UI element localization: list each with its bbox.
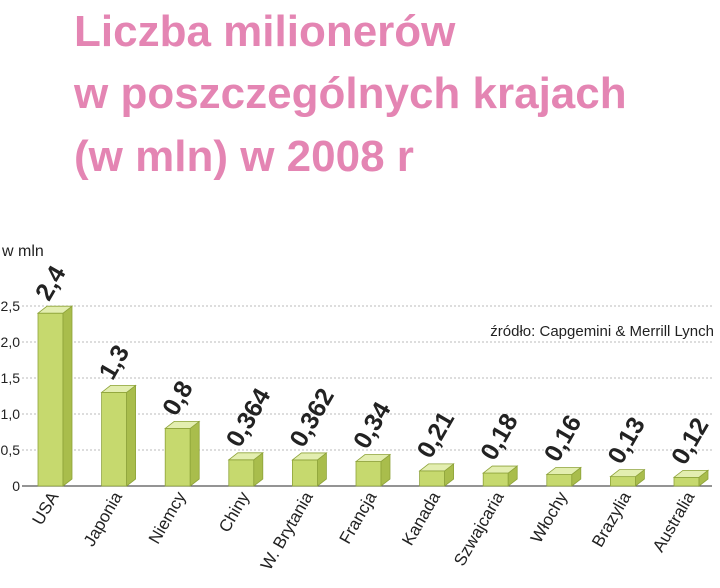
source: źródło: Capgemini & Merrill Lynch	[490, 323, 714, 340]
x-tick-label: Niemcy	[145, 488, 190, 547]
bar	[100, 384, 137, 487]
x-tick-label: Francja	[336, 488, 381, 547]
y-tick-label: 1,5	[1, 370, 21, 386]
value-label: 0,12	[666, 413, 715, 469]
chart-title: w poszczególnych krajach	[73, 69, 627, 118]
y-tick-label: 1,0	[1, 406, 21, 422]
bar	[291, 452, 328, 487]
x-tick-label: Japonia	[80, 488, 127, 550]
bar	[164, 420, 201, 487]
bar	[227, 451, 264, 487]
x-tick-label: Szwajcaria	[450, 488, 508, 569]
value-label: 0,34	[348, 397, 397, 453]
bar	[418, 463, 455, 487]
chart-title: Liczba milionerów	[74, 7, 456, 56]
value-label: 0,13	[602, 412, 651, 468]
x-tick-label: Włochy	[527, 488, 572, 546]
value-label: 0,16	[539, 410, 588, 466]
x-tick-label: Australia	[649, 488, 699, 555]
value-label: 0,362	[284, 384, 340, 452]
y-tick-label: 0	[12, 478, 20, 494]
x-tick-label: Kanada	[398, 488, 444, 549]
value-label: 0,364	[221, 384, 277, 452]
bar	[354, 453, 392, 487]
y-axis-label: w mln	[1, 243, 44, 260]
y-tick-label: 2,5	[1, 298, 21, 314]
value-label: 0,21	[412, 407, 461, 463]
value-label: 2,4	[30, 261, 72, 305]
x-tick-label: W. Brytania	[257, 488, 317, 573]
x-tick-label: Brazylia	[588, 488, 635, 550]
bar	[545, 466, 582, 487]
chart-title: (w mln) w 2008 r	[74, 132, 414, 181]
bar	[482, 465, 519, 487]
x-tick-label: Chiny	[215, 488, 253, 536]
bar	[36, 305, 74, 487]
value-label: 0,18	[475, 409, 524, 465]
y-tick-label: 0,5	[1, 442, 21, 458]
bar	[609, 468, 646, 487]
x-tick-label: USA	[29, 488, 63, 528]
bar	[672, 469, 710, 487]
y-tick-label: 2,0	[1, 334, 21, 350]
